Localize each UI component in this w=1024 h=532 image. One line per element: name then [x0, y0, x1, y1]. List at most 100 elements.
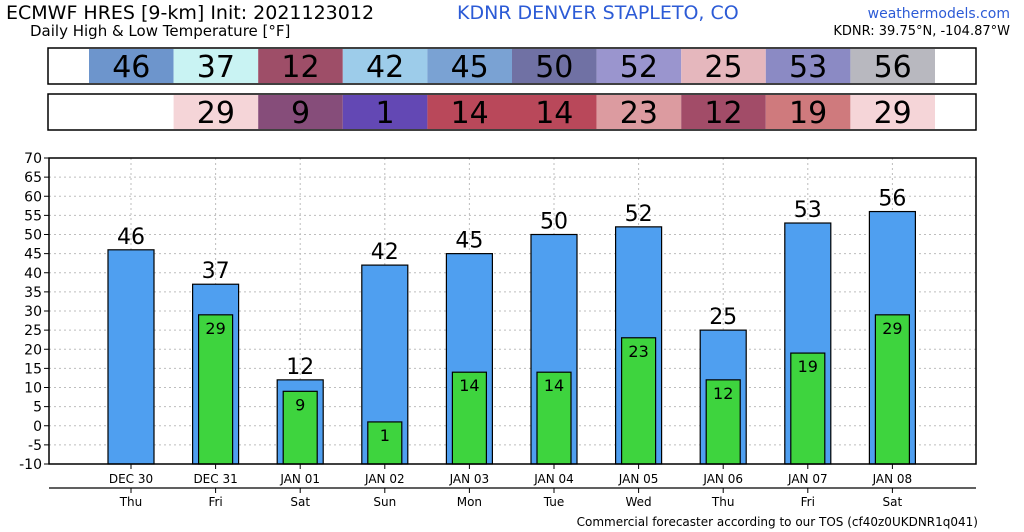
x-tick-label: JAN 02 — [364, 472, 405, 486]
low-strip-cell — [850, 95, 935, 129]
high-bar — [107, 249, 155, 465]
footer-note: Commercial forecaster according to our T… — [576, 515, 978, 529]
weekday-label: Wed — [626, 495, 652, 509]
high-strip-value: 56 — [874, 50, 912, 85]
y-tick-label: 70 — [24, 151, 42, 167]
x-tick-label: JAN 01 — [279, 472, 320, 486]
high-data-label: 37 — [202, 259, 230, 284]
high-strip-value: 25 — [704, 50, 742, 85]
low-data-label: 23 — [628, 342, 648, 361]
weekday-label: Mon — [457, 495, 482, 509]
y-tick-label: 35 — [24, 285, 42, 301]
low-strip-value: 19 — [789, 96, 827, 131]
low-data-label: 29 — [882, 319, 902, 338]
temperature-strips: 46 37 12 42 45 50 52 25 53 56 29 9 1 14 14 23 12 19 29 — [47, 47, 977, 131]
low-strip-value: 29 — [197, 96, 235, 131]
chart-bars: 46 37 29 12 9 42 1 45 14 50 14 52 23 25 12 53 19 56 29 — [107, 187, 917, 465]
weekday-label: Thu — [119, 495, 143, 509]
x-tick-label: DEC 31 — [193, 472, 237, 486]
weekday-label: Sat — [290, 495, 310, 509]
x-tick-label: JAN 06 — [702, 472, 743, 486]
y-tick-label: 50 — [24, 228, 42, 244]
x-tick-label: JAN 03 — [449, 472, 490, 486]
high-strip-value: 50 — [535, 50, 573, 85]
x-tick-label: DEC 30 — [109, 472, 153, 486]
weekday-label: Fri — [801, 495, 815, 509]
station-name: KDNR DENVER STAPLETO, CO — [457, 2, 739, 24]
low-strip-cell — [765, 95, 851, 129]
low-strip-cell — [258, 95, 343, 129]
low-data-label: 14 — [544, 376, 564, 395]
low-strip-cell — [681, 95, 766, 129]
low-data-label: 1 — [380, 426, 390, 445]
x-tick-label: JAN 08 — [872, 472, 913, 486]
low-strip-cell — [596, 95, 682, 129]
low-strip-cell — [342, 95, 428, 129]
low-strip-cell — [427, 95, 512, 129]
high-strip-cell — [765, 49, 851, 83]
low-bar — [536, 371, 572, 465]
high-strip-value: 45 — [451, 50, 489, 85]
high-data-label: 56 — [878, 187, 906, 212]
low-strip-cell — [512, 95, 597, 129]
high-strip-cell — [427, 49, 512, 83]
high-data-label: 45 — [455, 229, 483, 254]
weekday-label: Tue — [543, 495, 565, 509]
low-data-label: 9 — [295, 395, 305, 414]
high-strip-cell — [512, 49, 597, 83]
y-tick-label: 10 — [24, 381, 42, 397]
station-coordinates: KDNR: 39.75°N, -104.87°W — [833, 24, 1010, 39]
high-data-label: 42 — [371, 240, 399, 265]
low-strip-value: 14 — [451, 96, 489, 131]
low-bar — [282, 390, 318, 465]
high-data-label: 52 — [625, 202, 653, 227]
high-data-label: 53 — [794, 198, 822, 223]
weekday-label: Sat — [883, 495, 903, 509]
x-axis: DEC 30 DEC 31 JAN 01 JAN 02 JAN 03 JAN 04 JAN … — [49, 464, 976, 509]
weekday-label: Fri — [208, 495, 222, 509]
y-tick-label: -10 — [19, 457, 42, 473]
low-bar — [367, 421, 403, 465]
high-strip-cell — [258, 49, 343, 83]
low-bar — [198, 314, 234, 465]
y-axis: -10 -5 0 5 10 15 20 25 30 35 40 45 50 55 60 65 70 — [19, 151, 977, 473]
high-strip-value: 12 — [281, 50, 319, 85]
weekday-label: Sun — [373, 495, 396, 509]
high-strip-value: 53 — [789, 50, 827, 85]
plot-frame — [48, 157, 977, 465]
low-strip-value: 9 — [291, 96, 310, 131]
high-strip-cell — [681, 49, 766, 83]
x-tick-label: JAN 04 — [533, 472, 574, 486]
low-strip-value: 14 — [535, 96, 573, 131]
high-strip-value: 37 — [197, 50, 235, 85]
high-data-label: 46 — [117, 225, 145, 250]
low-strip-value: 29 — [874, 96, 912, 131]
low-strip-value: 23 — [620, 96, 658, 131]
x-tick-label: JAN 07 — [787, 472, 828, 486]
site-link[interactable]: weathermodels.com — [867, 6, 1010, 22]
high-strip-value: 46 — [112, 50, 150, 85]
y-tick-label: -5 — [28, 438, 42, 454]
low-strip-cell — [173, 95, 259, 129]
high-strip-cell — [596, 49, 682, 83]
chart-subtitle: Daily High & Low Temperature [°F] — [30, 22, 291, 40]
chart-title: ECMWF HRES [9-km] Init: 2021123012 — [6, 2, 375, 24]
y-tick-label: 30 — [24, 304, 42, 320]
x-tick-label: JAN 05 — [618, 472, 659, 486]
y-tick-label: 5 — [33, 400, 42, 416]
low-strip-value: 12 — [704, 96, 742, 131]
y-tick-label: 0 — [33, 419, 42, 435]
high-strip-cell — [89, 49, 174, 83]
y-tick-label: 40 — [24, 266, 42, 282]
low-bar — [790, 352, 826, 465]
chart-grid — [49, 158, 976, 464]
weekday-label: Thu — [711, 495, 735, 509]
y-tick-label: 25 — [24, 323, 42, 339]
y-tick-label: 55 — [24, 208, 42, 224]
low-data-label: 19 — [798, 357, 818, 376]
high-strip-cell — [173, 49, 259, 83]
high-strip-cell — [850, 49, 935, 83]
low-strip-value: 1 — [376, 96, 395, 131]
high-strip-value: 42 — [366, 50, 404, 85]
